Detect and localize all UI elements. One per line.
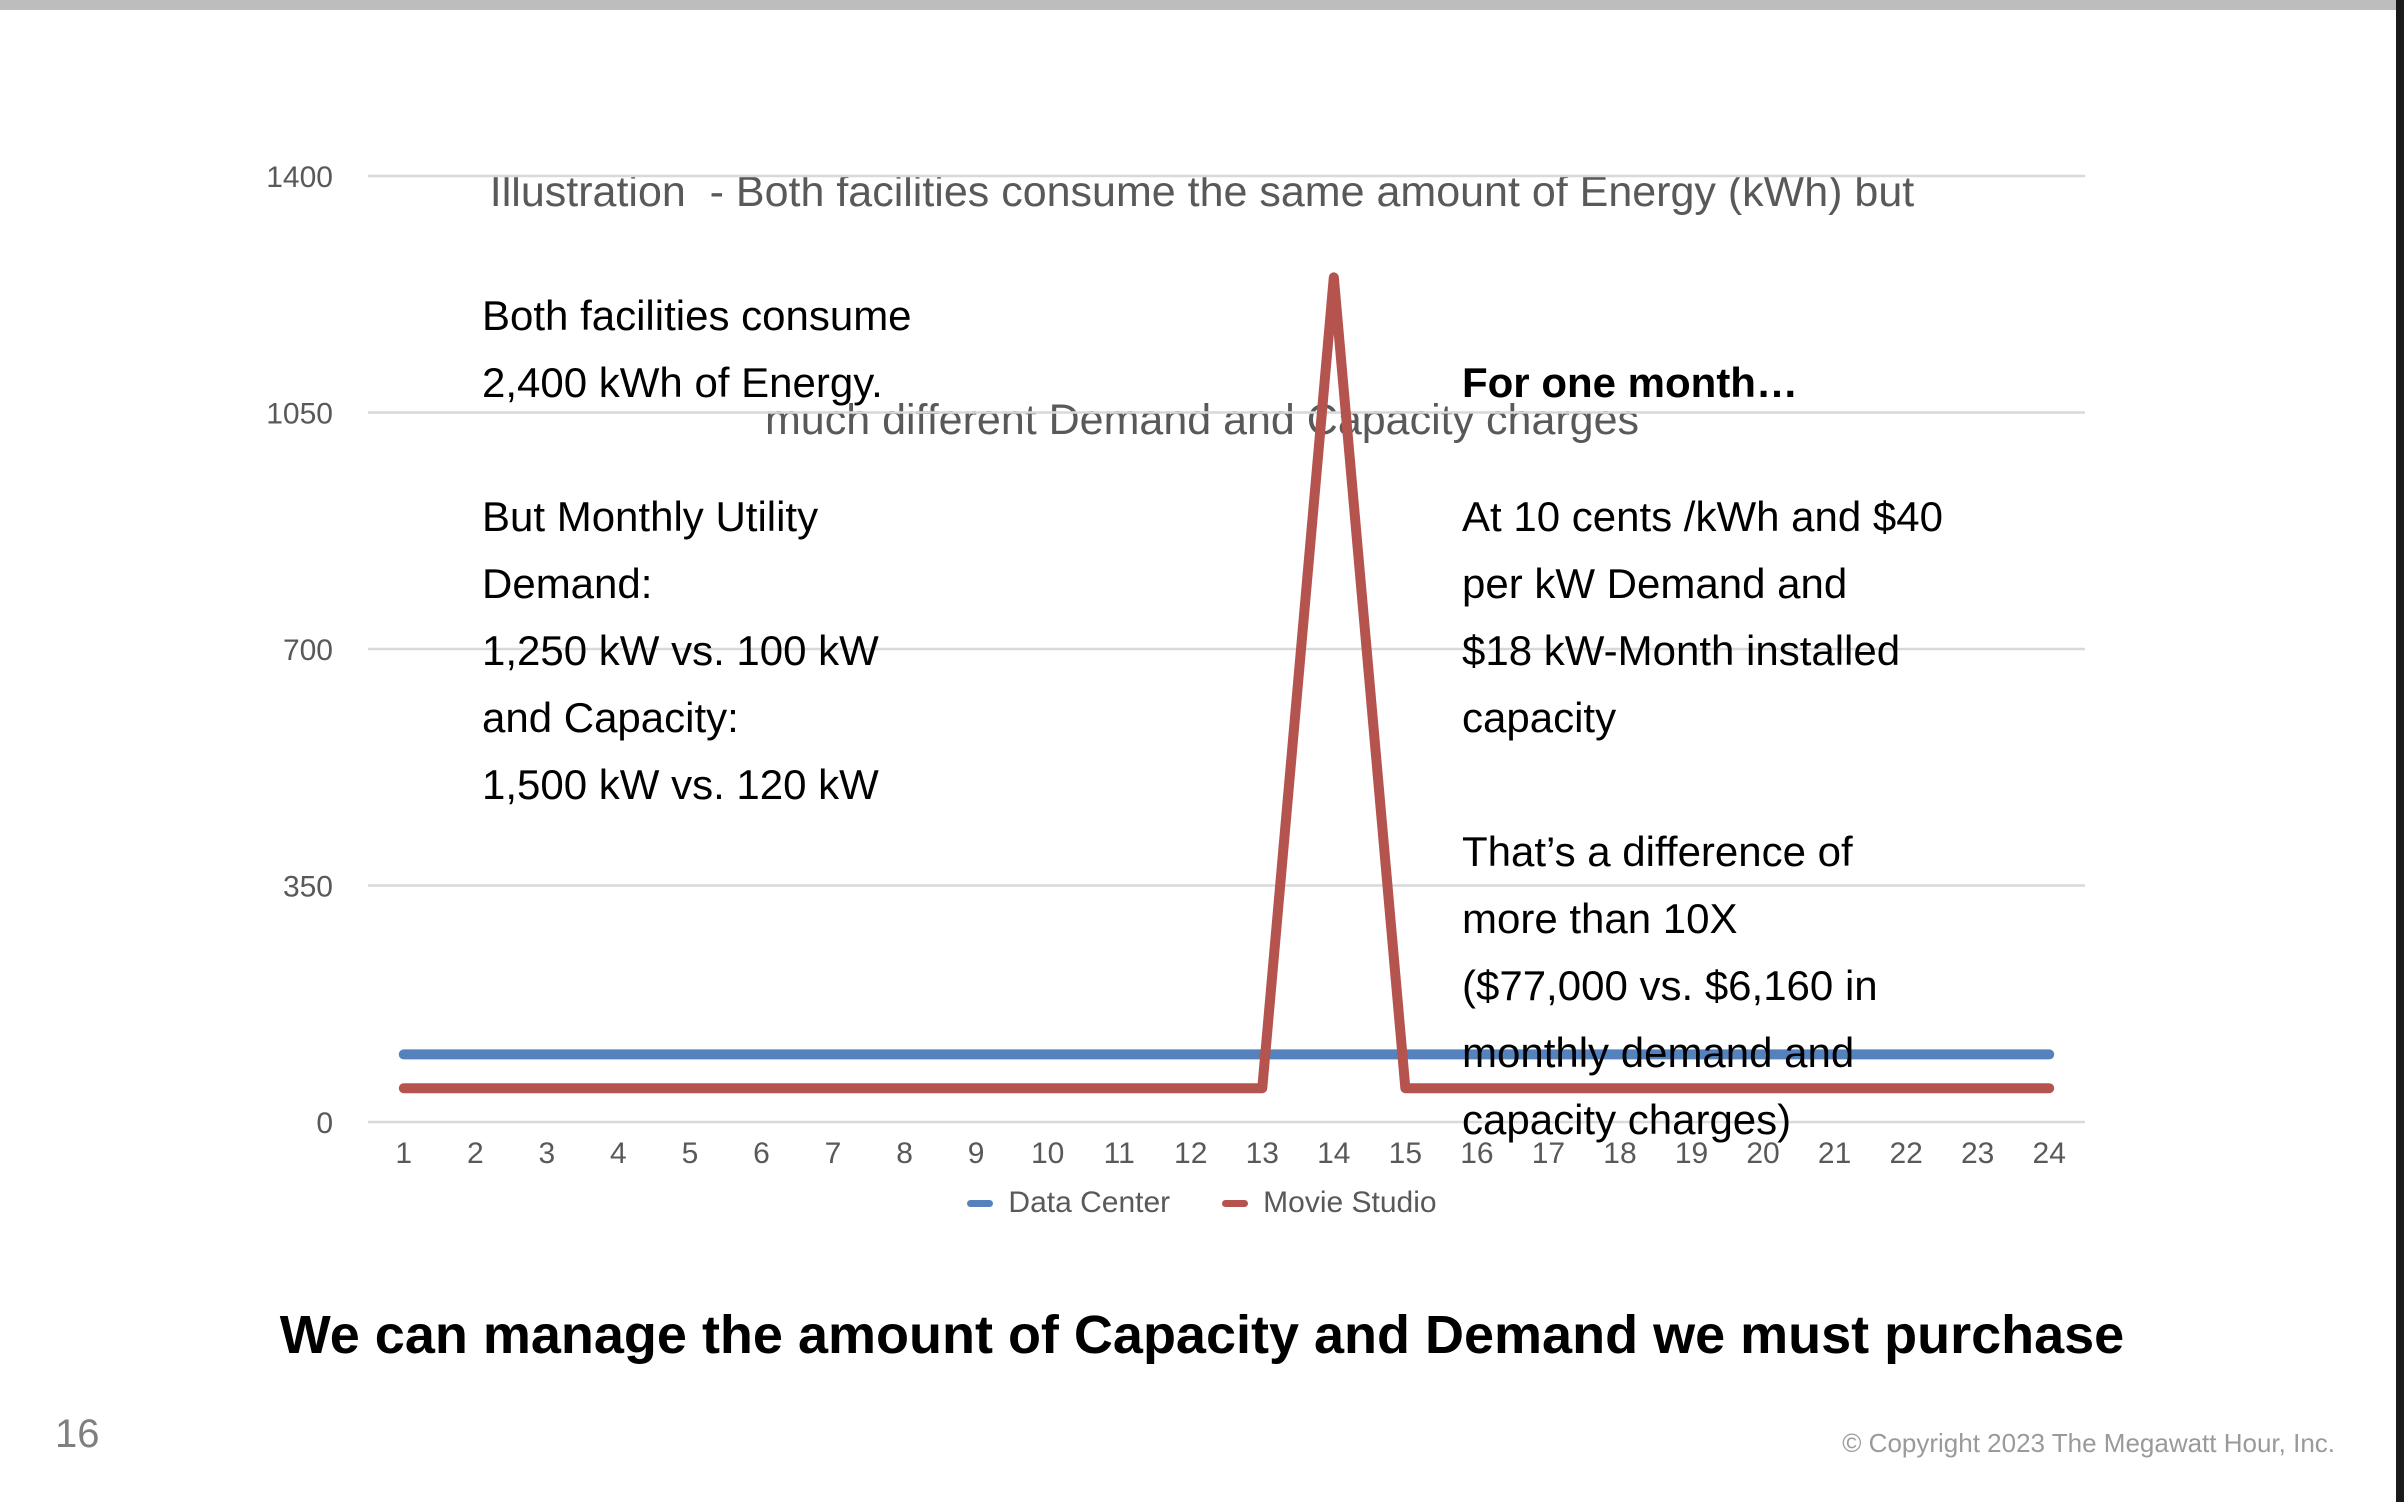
x-tick-label-2: 2 <box>467 1137 484 1170</box>
x-tick-label-12: 12 <box>1174 1137 1207 1170</box>
legend-label-movie-studio: Movie Studio <box>1263 1186 1437 1219</box>
copyright-notice: © Copyright 2023 The Megawatt Hour, Inc. <box>1842 1428 2335 1458</box>
legend-label-data-center: Data Center <box>1008 1186 1171 1219</box>
x-tick-label-1: 1 <box>395 1137 412 1170</box>
x-tick-label-17: 17 <box>1532 1137 1565 1170</box>
series-line-movie-studio <box>398 272 2055 1094</box>
annotation-energy-and-demand: Both facilities consume 2,400 kWh of Ene… <box>482 292 912 808</box>
x-tick-label-5: 5 <box>682 1137 699 1170</box>
x-tick-label-19: 19 <box>1675 1137 1708 1170</box>
x-tick-label-21: 21 <box>1818 1137 1851 1170</box>
x-tick-label-14: 14 <box>1317 1137 1350 1170</box>
x-tick-label-3: 3 <box>539 1137 556 1170</box>
x-tick-label-10: 10 <box>1031 1137 1064 1170</box>
y-tick-label-1400: 1400 <box>266 161 333 194</box>
legend-dash-icon-movie-studio <box>1222 1199 1249 1207</box>
x-tick-label-13: 13 <box>1246 1137 1279 1170</box>
annotation-cost-comparison: For one month… At 10 cents /kWh and $40 … <box>1462 282 2182 1220</box>
x-tick-label-15: 15 <box>1389 1137 1422 1170</box>
x-tick-label-16: 16 <box>1460 1137 1493 1170</box>
legend-item-data-center: Data Center <box>967 1186 1170 1220</box>
y-tick-label-0: 0 <box>316 1107 333 1140</box>
chart-title-line2: much different Demand and Capacity charg… <box>764 396 1640 444</box>
x-tick-label-23: 23 <box>1961 1137 1994 1170</box>
annotation-cost-body: At 10 cents /kWh and $40 per kW Demand a… <box>1462 493 1943 1143</box>
y-tick-label-350: 350 <box>283 871 333 904</box>
chart-legend: Data Center Movie Studio <box>0 1186 2404 1220</box>
legend-dash-icon-data-center <box>967 1199 994 1207</box>
x-tick-label-20: 20 <box>1746 1137 1779 1170</box>
y-tick-label-700: 700 <box>283 634 333 667</box>
x-tick-label-8: 8 <box>896 1137 913 1170</box>
x-tick-label-18: 18 <box>1603 1137 1636 1170</box>
x-tick-label-6: 6 <box>753 1137 770 1170</box>
x-tick-label-24: 24 <box>2033 1137 2066 1170</box>
annotation-cost-heading: For one month… <box>1462 359 1798 406</box>
x-tick-label-11: 11 <box>1104 1137 1135 1170</box>
x-tick-label-22: 22 <box>1889 1137 1922 1170</box>
window-right-edge <box>2396 0 2404 1502</box>
x-tick-label-9: 9 <box>968 1137 985 1170</box>
x-tick-label-4: 4 <box>610 1137 627 1170</box>
y-tick-label-1050: 1050 <box>266 398 333 431</box>
legend-item-movie-studio: Movie Studio <box>1222 1186 1437 1220</box>
x-tick-label-7: 7 <box>825 1137 842 1170</box>
page-number: 16 <box>55 1412 100 1456</box>
window-top-edge <box>0 0 2396 10</box>
slide-headline: We can manage the amount of Capacity and… <box>279 1305 2125 1365</box>
